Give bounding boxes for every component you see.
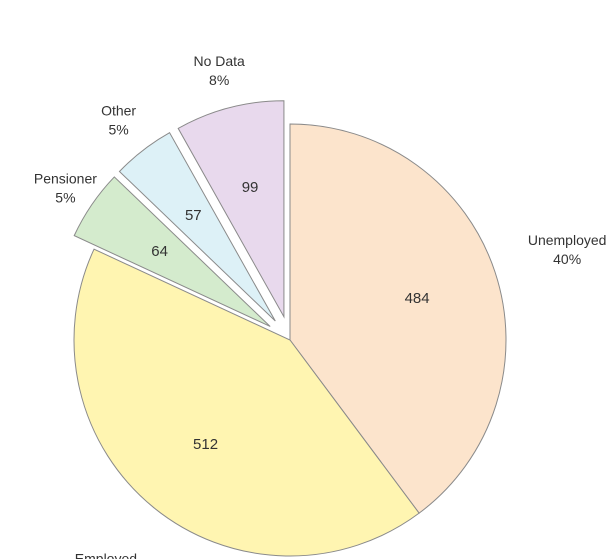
slice-percent-label-unemployed: 40% xyxy=(553,251,581,267)
slice-value-label-pensioner: 64 xyxy=(151,243,168,260)
pie-slice-pensioner xyxy=(73,176,271,327)
slice-value-label-no-data: 99 xyxy=(242,179,259,196)
slice-category-label-employed: Employed xyxy=(75,551,137,559)
slice-category-label-no-data: No Data xyxy=(193,53,245,69)
slice-value-label-employed: 512 xyxy=(193,436,218,453)
slice-value-label-other: 57 xyxy=(185,207,202,224)
slice-category-label-unemployed: Unemployed xyxy=(528,232,607,248)
pie-slice-no-data xyxy=(177,100,285,319)
slice-value-label-unemployed: 484 xyxy=(405,290,430,307)
value-labels: 484 512 64 57 99 xyxy=(151,179,429,453)
pie-slice-employed xyxy=(73,248,420,557)
category-labels: Unemployed40%Employed42%Pensioner5%Other… xyxy=(34,53,607,559)
pie-slice-unemployed xyxy=(289,123,507,514)
slice-percent-label-no-data: 8% xyxy=(209,72,229,88)
slice-category-label-other: Other xyxy=(101,103,136,119)
slice-percent-label-other: 5% xyxy=(108,122,128,138)
pie-slices xyxy=(73,100,507,557)
slice-percent-label-pensioner: 5% xyxy=(55,190,75,206)
slice-category-label-pensioner: Pensioner xyxy=(34,171,97,187)
pie-slice-other xyxy=(118,131,276,322)
